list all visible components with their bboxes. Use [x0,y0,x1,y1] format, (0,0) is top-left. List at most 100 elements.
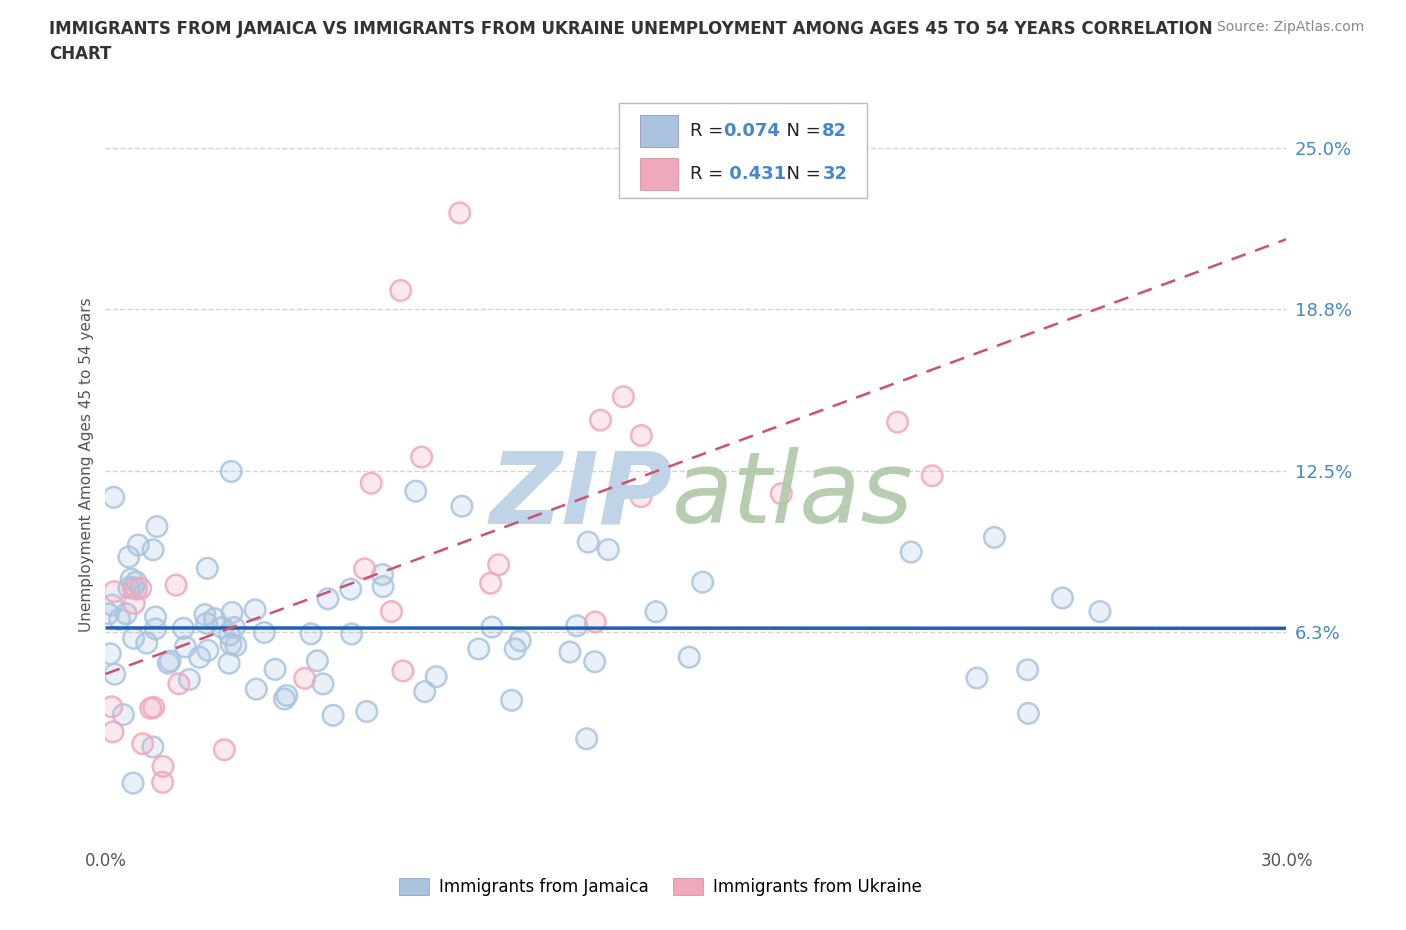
Point [219,637,242,652]
Text: 82: 82 [823,123,848,140]
Point [273,692,295,707]
Point [583,615,606,630]
Point [165,578,187,592]
Point [224,620,246,635]
Point [583,655,606,670]
Point [371,579,394,594]
Point [276,688,298,703]
Point [125,581,148,596]
Text: 32: 32 [823,166,848,183]
Point [142,739,165,754]
Point [157,656,180,671]
Point [122,776,145,790]
Text: R =: R = [690,166,730,183]
Point [224,620,246,635]
Y-axis label: Unemployment Among Ages 45 to 54 years: Unemployment Among Ages 45 to 54 years [79,298,94,632]
Point [316,591,339,606]
Point [467,642,489,657]
Text: IMMIGRANTS FROM JAMAICA VS IMMIGRANTS FROM UKRAINE UNEMPLOYMENT AMONG AGES 45 TO: IMMIGRANTS FROM JAMAICA VS IMMIGRANTS FR… [49,20,1213,38]
Point [612,390,634,405]
Point [678,650,700,665]
Point [371,567,394,582]
Point [630,489,652,504]
Point [509,633,531,648]
Point [583,655,606,670]
Point [479,576,502,591]
Point [122,631,145,645]
Point [125,581,148,596]
Point [101,724,124,739]
Point [411,449,433,464]
Point [575,731,598,746]
Point [195,616,218,631]
Bar [641,158,678,191]
Point [167,676,190,691]
Text: CHART: CHART [49,45,111,62]
Point [159,654,181,669]
Point [122,776,145,790]
Point [449,206,471,220]
Point [425,670,447,684]
Point [127,538,149,552]
Point [115,606,138,621]
Point [630,489,652,504]
Point [122,580,145,595]
Point [389,283,412,298]
Point [101,699,124,714]
Point [353,562,375,577]
Point [900,545,922,560]
Point [104,667,127,682]
Point [172,621,194,636]
Point [356,704,378,719]
Point [322,708,344,723]
Point [115,606,138,621]
Point [103,490,125,505]
Point [371,579,394,594]
Point [316,591,339,606]
Point [104,667,127,682]
Point [194,607,217,622]
Point [692,575,714,590]
Point [139,701,162,716]
Point [503,642,526,657]
Text: atlas: atlas [672,447,914,544]
Point [645,604,668,619]
Point [218,656,240,671]
Point [449,206,471,220]
Point [612,390,634,405]
Point [157,656,180,671]
Point [103,584,125,599]
Point [122,596,145,611]
Point [1052,591,1074,605]
Point [405,484,427,498]
Point [340,627,363,642]
Point [389,283,412,298]
Point [120,572,142,587]
Point [108,612,131,627]
Point [101,699,124,714]
Point [503,642,526,657]
Point [312,676,335,691]
Point [108,612,131,627]
Point [125,575,148,590]
Point [392,663,415,678]
Point [243,603,266,618]
Point [692,575,714,590]
Point [481,619,503,634]
Point [218,628,240,643]
Text: 0.431: 0.431 [723,166,786,183]
Point [630,428,652,443]
Point [575,731,598,746]
Point [146,519,169,534]
Point [380,604,402,619]
Point [97,606,120,621]
Point [558,644,581,659]
Point [129,581,152,596]
Point [135,635,157,650]
Point [264,662,287,677]
Point [966,671,988,685]
Point [294,671,316,685]
Point [589,413,612,428]
Point [219,464,242,479]
Point [139,701,162,716]
